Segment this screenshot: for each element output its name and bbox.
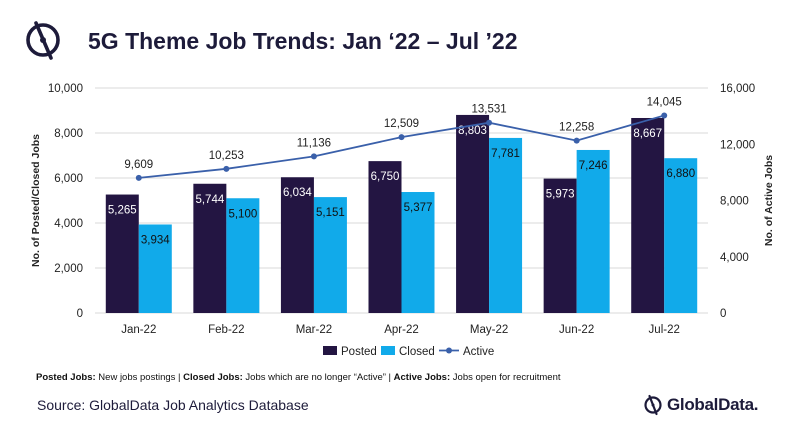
y2-tick-label: 16,000	[720, 83, 755, 95]
active-point	[223, 165, 230, 172]
active-label: 10,253	[209, 150, 244, 162]
bar-closed	[401, 192, 435, 313]
chart-footnote: Posted Jobs: New jobs postings | Closed …	[36, 372, 561, 383]
bar-closed	[489, 137, 523, 313]
bar-label-posted: 6,750	[371, 171, 400, 183]
globaldata-logo-icon	[26, 21, 60, 60]
y2-tick-label: 4,000	[720, 252, 749, 264]
footnote-posted-def: New jobs postings |	[95, 372, 184, 383]
active-label: 13,531	[471, 104, 506, 116]
active-point	[135, 174, 142, 181]
y2-tick-label: 0	[720, 308, 726, 320]
globaldata-brand-icon	[644, 394, 662, 416]
bar-label-closed: 7,246	[579, 160, 608, 172]
bar-posted	[368, 161, 402, 313]
bar-closed	[138, 224, 172, 313]
active-label: 9,609	[124, 159, 153, 171]
bar-closed	[226, 198, 260, 313]
y-tick-label: 10,000	[48, 83, 83, 95]
x-tick-label: Mar-22	[296, 324, 332, 336]
footnote-closed-term: Closed Jobs:	[183, 372, 243, 383]
bar-label-posted: 6,034	[283, 187, 312, 199]
bar-label-posted: 5,973	[546, 189, 575, 201]
active-point	[486, 119, 493, 126]
page-title: 5G Theme Job Trends: Jan ‘22 – Jul ’22	[88, 28, 518, 54]
footnote-active-term: Active Jobs:	[393, 372, 451, 383]
legend-label-active: Active	[463, 346, 494, 358]
legend-swatch-posted	[323, 346, 337, 355]
y2-axis-title: No. of Active Jobs	[763, 155, 775, 246]
active-point	[573, 137, 580, 144]
bar-label-posted: 8,667	[633, 128, 662, 140]
bar-label-closed: 5,151	[316, 207, 345, 219]
x-tick-label: Feb-22	[208, 324, 244, 336]
job-trends-chart: 0 2,000 4,000 6,000 8,000 10,000 0 4,000 8,000 12…	[30, 83, 775, 358]
bar-posted	[105, 194, 139, 313]
bar-label-closed: 6,880	[666, 168, 695, 180]
bar-posted	[543, 178, 577, 313]
footnote-active-def: Jobs open for recruitment	[450, 372, 561, 383]
active-point	[661, 112, 668, 119]
bar-label-posted: 5,744	[195, 194, 224, 206]
bar-label-closed: 3,934	[141, 234, 170, 246]
bar-label-closed: 5,100	[228, 208, 257, 220]
bar-posted	[456, 114, 490, 313]
bar-posted	[631, 117, 665, 314]
legend-swatch-closed	[381, 346, 395, 355]
bar-label-posted: 5,265	[108, 205, 137, 217]
footnote-closed-def: Jobs which are no longer “Active” |	[242, 372, 394, 383]
x-tick-label: Jan-22	[121, 324, 156, 336]
x-tick-label: Jul-22	[649, 324, 680, 336]
bar-closed	[576, 149, 610, 313]
y2-tick-label: 8,000	[720, 196, 749, 208]
footnote-posted-term: Posted Jobs:	[36, 372, 96, 383]
y-axis-title: No. of Posted/Closed Jobs	[30, 134, 42, 267]
bar-label-posted: 8,803	[458, 125, 487, 137]
active-label: 11,136	[297, 137, 331, 149]
y2-tick-label: 12,000	[720, 139, 755, 151]
source-text: Source: GlobalData Job Analytics Databas…	[37, 397, 309, 413]
y-tick-label: 0	[77, 308, 83, 320]
legend-marker-active	[446, 347, 452, 354]
active-label: 12,258	[559, 122, 594, 134]
x-tick-label: Jun-22	[559, 324, 594, 336]
y-tick-label: 6,000	[54, 173, 83, 185]
active-label: 12,509	[384, 118, 419, 130]
bar-closed	[664, 158, 698, 313]
y-tick-label: 2,000	[54, 263, 83, 275]
legend-label-closed: Closed	[399, 346, 435, 358]
bar-posted	[280, 177, 314, 313]
active-point	[310, 153, 317, 160]
bar-label-closed: 7,781	[491, 148, 520, 160]
x-tick-label: May-22	[470, 324, 508, 336]
x-tick-label: Apr-22	[384, 324, 419, 336]
bar-label-closed: 5,377	[404, 202, 433, 214]
brand-name: GlobalData.	[667, 395, 759, 414]
active-label: 14,045	[647, 96, 682, 108]
bar-posted	[193, 183, 227, 313]
active-point	[398, 134, 405, 141]
y-tick-label: 4,000	[54, 218, 83, 230]
legend-label-posted: Posted	[341, 346, 377, 358]
bar-closed	[313, 197, 347, 313]
y-tick-label: 8,000	[54, 128, 83, 140]
